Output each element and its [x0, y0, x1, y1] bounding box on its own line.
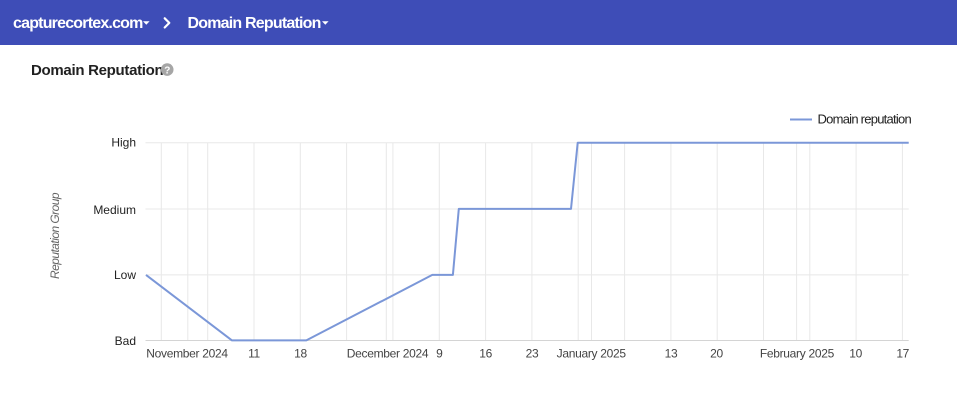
svg-text:10: 10	[849, 347, 862, 361]
svg-text:Domain reputation: Domain reputation	[818, 112, 912, 127]
svg-text:17: 17	[896, 347, 909, 361]
svg-text:23: 23	[526, 347, 539, 361]
svg-text:20: 20	[710, 347, 723, 361]
svg-text:January 2025: January 2025	[557, 347, 627, 361]
svg-text:Bad: Bad	[115, 334, 136, 348]
svg-text:Reputation Group: Reputation Group	[48, 192, 62, 279]
svg-text:16: 16	[479, 347, 492, 361]
svg-text:Medium: Medium	[93, 203, 136, 217]
svg-text:Low: Low	[114, 268, 136, 282]
svg-text:18: 18	[294, 347, 307, 361]
svg-text:13: 13	[665, 347, 678, 361]
svg-text:9: 9	[436, 347, 443, 361]
svg-text:November 2024: November 2024	[146, 347, 228, 361]
svg-text:December 2024: December 2024	[347, 347, 429, 361]
svg-text:High: High	[111, 136, 136, 150]
svg-text:?: ?	[164, 66, 170, 77]
svg-text:February 2025: February 2025	[760, 347, 835, 361]
svg-text:11: 11	[248, 347, 260, 361]
